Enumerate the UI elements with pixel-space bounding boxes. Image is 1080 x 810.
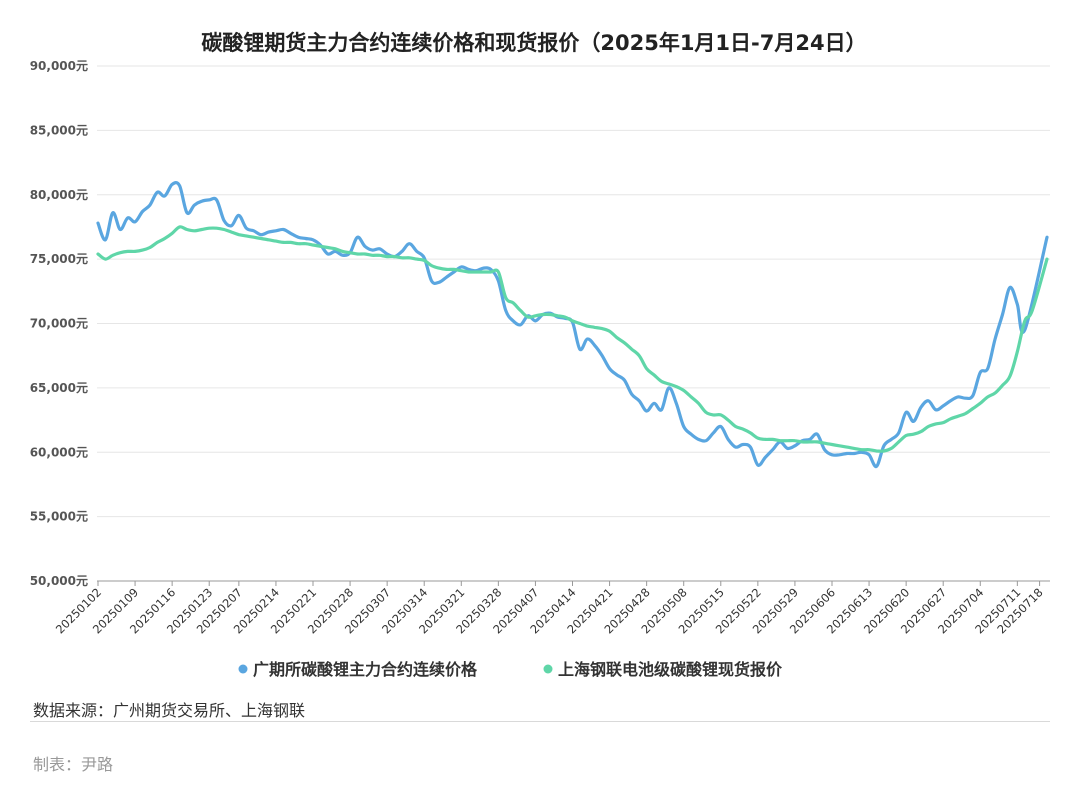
legend: 广期所碳酸锂主力合约连续价格 上海钢联电池级碳酸锂现货报价 [238, 660, 783, 679]
y-tick-label: 80,000元 [30, 188, 88, 202]
y-tick-label: 65,000元 [30, 381, 88, 395]
series-lines [96, 181, 1049, 469]
chart-title: 碳酸锂期货主力合约连续价格和现货报价（2025年1月1日-7月24日） [201, 31, 866, 55]
series-line-2 [96, 225, 1049, 453]
y-tick-label: 75,000元 [30, 252, 88, 266]
y-tick-label: 60,000元 [30, 445, 88, 459]
legend-marker-2 [543, 664, 553, 674]
y-tick-label: 90,000元 [30, 59, 88, 73]
data-source-note: 数据来源：广州期货交易所、上海钢联 [33, 701, 306, 720]
divider [30, 721, 1050, 722]
author-note: 制表：尹路 [33, 755, 114, 774]
y-axis: 50,000元 55,000元 60,000元 65,000元 70,000元 75,00… [30, 59, 88, 588]
y-tick-label: 85,000元 [30, 123, 88, 137]
legend-marker-1 [238, 664, 248, 674]
legend-label-2: 上海钢联电池级碳酸锂现货报价 [558, 660, 783, 679]
y-tick-label: 50,000元 [30, 574, 88, 588]
series-line-1 [96, 181, 1049, 469]
legend-label-1: 广期所碳酸锂主力合约连续价格 [253, 660, 478, 679]
y-tick-label: 55,000元 [30, 510, 88, 524]
y-tick-label: 70,000元 [30, 317, 88, 331]
x-axis: 2025010220250109202501162025012320250207… [53, 580, 1050, 637]
